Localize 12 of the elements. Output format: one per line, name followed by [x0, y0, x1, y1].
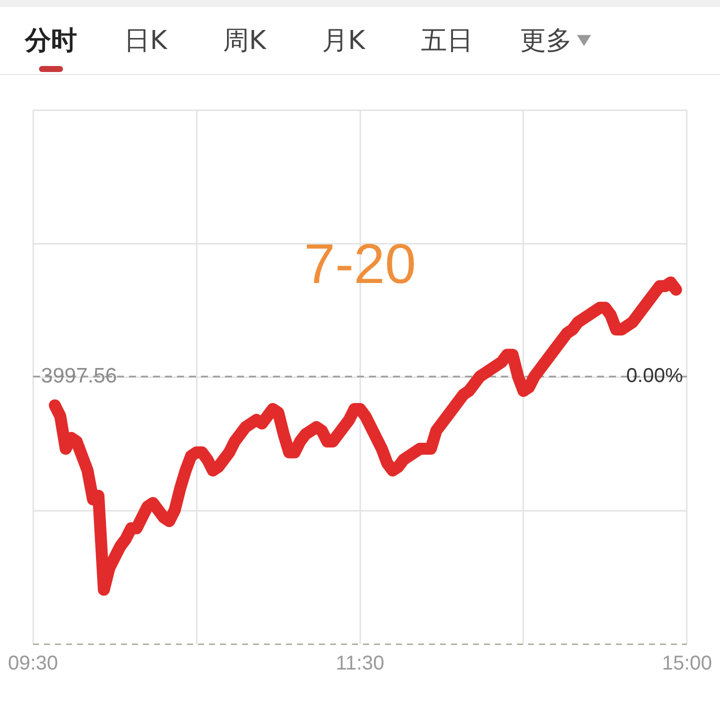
text: 周K — [223, 24, 266, 58]
chart-title: 7-20 — [304, 232, 416, 295]
annotation: 3997.56 — [41, 364, 117, 388]
annotation: 0.00% — [626, 364, 684, 387]
text: 日K — [124, 24, 168, 58]
x-tick-label: 11:30 — [336, 652, 384, 675]
text: 月K — [322, 24, 366, 58]
text: 五日 — [421, 24, 473, 58]
text: 更多 — [520, 24, 572, 58]
x-tick-label: 15:00 — [662, 652, 712, 675]
x-tick-label: 09:30 — [8, 652, 58, 675]
text: 分时 — [25, 24, 77, 58]
